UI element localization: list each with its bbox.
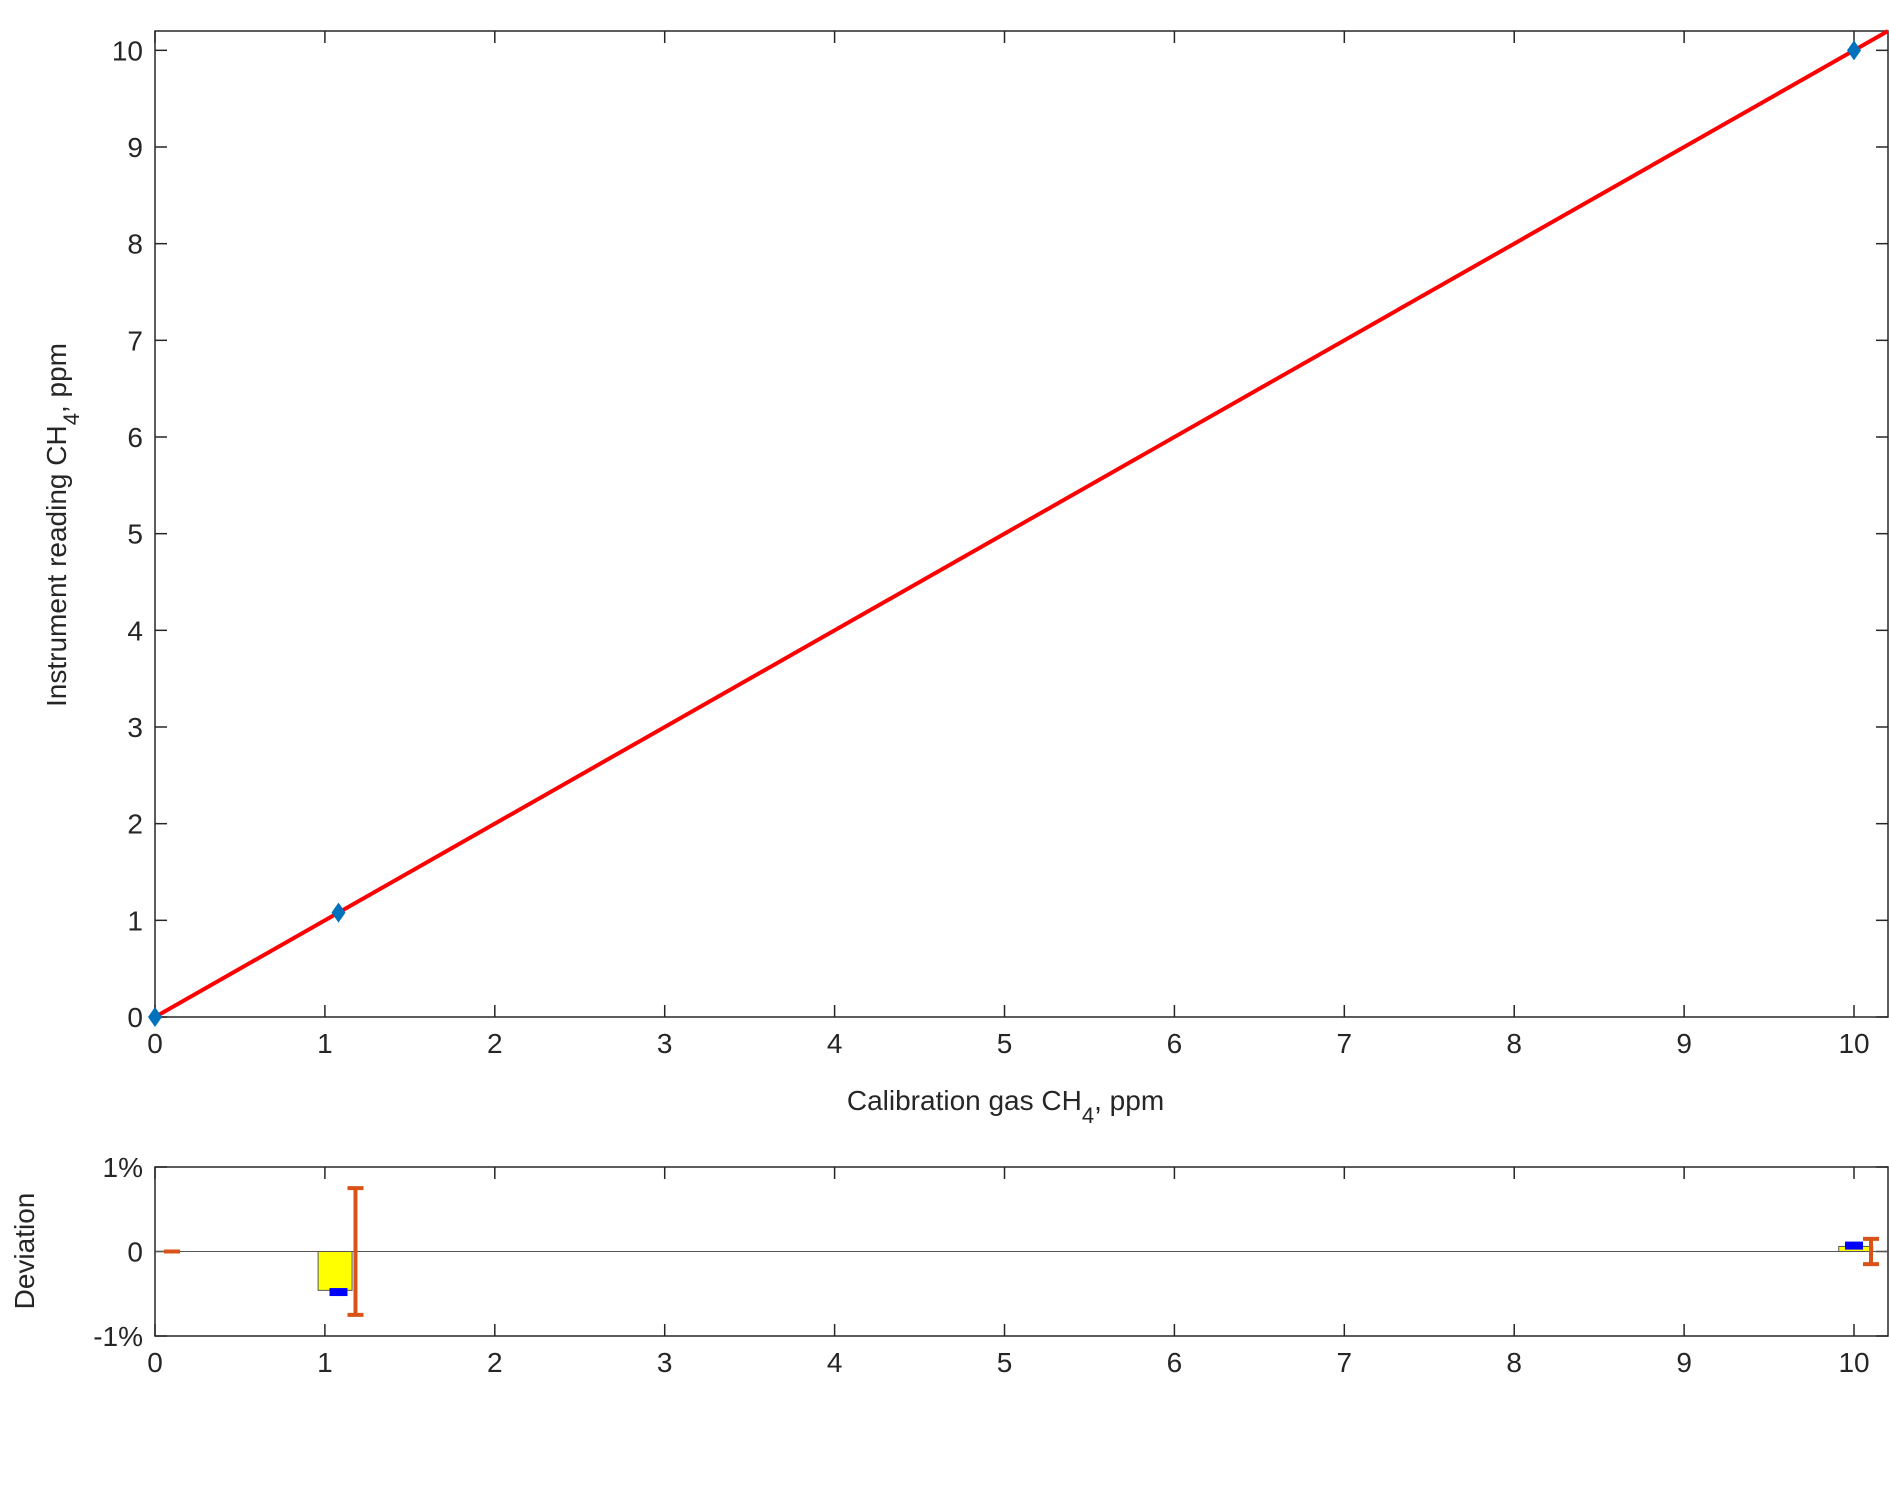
x-tick-label: 10 bbox=[1838, 1347, 1869, 1378]
x-tick-label: 0 bbox=[147, 1347, 163, 1378]
deviation-marker bbox=[329, 1288, 348, 1297]
y-axis-label: Instrument reading CH4, ppm bbox=[41, 343, 84, 707]
x-axis-label-part: Calibration gas CH bbox=[847, 1085, 1082, 1116]
y-tick-label: 1 bbox=[127, 905, 143, 936]
x-tick-label: 1 bbox=[317, 1028, 333, 1059]
y-axis-label-part: Instrument reading CH bbox=[41, 425, 72, 707]
y-tick-label: -1% bbox=[93, 1321, 143, 1352]
y-tick-label: 5 bbox=[127, 519, 143, 550]
x-tick-label: 8 bbox=[1506, 1028, 1522, 1059]
deviation-marker bbox=[1845, 1241, 1864, 1250]
y-tick-label: 0 bbox=[127, 1002, 143, 1033]
y-axis-label: Deviation bbox=[9, 1193, 40, 1310]
data-point bbox=[1847, 40, 1862, 61]
x-tick-label: 6 bbox=[1167, 1028, 1183, 1059]
x-tick-label: 5 bbox=[997, 1028, 1013, 1059]
y-tick-label: 4 bbox=[127, 615, 143, 646]
data-point bbox=[331, 902, 346, 923]
x-tick-label: 3 bbox=[657, 1028, 673, 1059]
y-tick-label: 8 bbox=[127, 229, 143, 260]
data-point bbox=[148, 1007, 162, 1027]
x-tick-label: 6 bbox=[1167, 1347, 1183, 1378]
deviation-bar bbox=[317, 1251, 353, 1291]
x-tick-label: 9 bbox=[1676, 1028, 1692, 1059]
y-tick-label: 3 bbox=[127, 712, 143, 743]
y-axis-label-part: 4 bbox=[59, 413, 84, 425]
error-bar bbox=[347, 1186, 364, 1317]
x-tick-label: 1 bbox=[317, 1347, 333, 1378]
x-tick-label: 7 bbox=[1337, 1028, 1353, 1059]
error-bar bbox=[1863, 1236, 1880, 1267]
x-tick-label: 4 bbox=[827, 1028, 843, 1059]
x-tick-label: 2 bbox=[487, 1028, 503, 1059]
x-tick-label: 4 bbox=[827, 1347, 843, 1378]
fit-line bbox=[154, 29, 1889, 1019]
x-axis-label: Calibration gas CH4, ppm bbox=[847, 1085, 1164, 1128]
x-tick-label: 9 bbox=[1676, 1347, 1692, 1378]
y-tick-label: 6 bbox=[127, 422, 143, 453]
y-tick-label: 0 bbox=[127, 1237, 143, 1268]
x-tick-label: 8 bbox=[1506, 1347, 1522, 1378]
x-tick-label: 7 bbox=[1337, 1347, 1353, 1378]
y-tick-label: 1% bbox=[103, 1152, 143, 1183]
y-tick-label: 7 bbox=[127, 325, 143, 356]
plot-frame bbox=[154, 30, 1889, 1018]
x-tick-label: 0 bbox=[147, 1028, 163, 1059]
y-tick-label: 2 bbox=[127, 809, 143, 840]
y-tick-label: 9 bbox=[127, 132, 143, 163]
y-tick-label: 10 bbox=[112, 35, 143, 66]
x-tick-label: 3 bbox=[657, 1347, 673, 1378]
x-tick-label: 5 bbox=[997, 1347, 1013, 1378]
x-axis-label-part: 4 bbox=[1082, 1103, 1094, 1128]
x-tick-label: 10 bbox=[1838, 1028, 1869, 1059]
x-axis-label-part: , ppm bbox=[1094, 1085, 1164, 1116]
y-axis-label-part: , ppm bbox=[41, 343, 72, 413]
x-tick-label: 2 bbox=[487, 1347, 503, 1378]
